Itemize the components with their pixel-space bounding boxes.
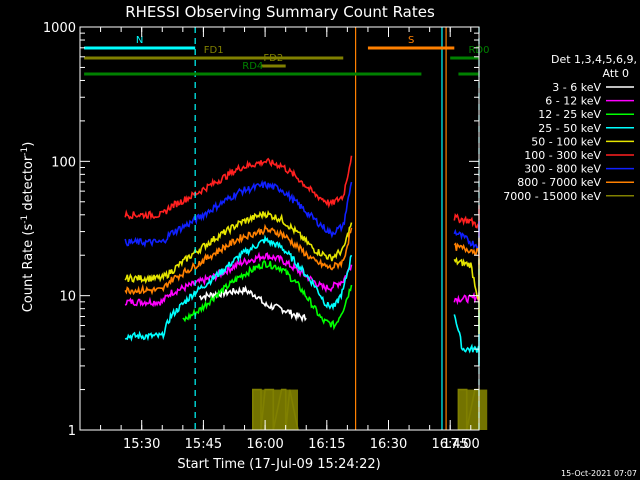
footer-date: 15-Oct-2021 07:07 — [561, 469, 637, 478]
legend-label-6: 300 - 800 keV — [524, 163, 601, 176]
chart-title: RHESSI Observing Summary Count Rates — [125, 3, 435, 21]
x-tick-label-1: 15:45 — [185, 437, 222, 452]
legend-title-line-2: Att 0 — [603, 67, 629, 80]
x-tick-label-2: 16:00 — [246, 437, 283, 452]
series-4-line-0 — [124, 209, 353, 285]
series-6-line-0 — [124, 179, 353, 249]
axes: 1 10 100 1000 15:30 15:45 16:00 16:15 16:30 16:45… — [43, 21, 480, 452]
legend-label-4: 50 - 100 keV — [531, 135, 601, 148]
flag-FD2-label: FD2 — [263, 53, 283, 64]
legend-label-0: 3 - 6 keV — [552, 81, 601, 94]
flag-RD4-label: RD4 — [242, 61, 263, 72]
y-tick-label-1: 10 — [59, 290, 76, 305]
x-tick-label-4: 16:30 — [370, 437, 407, 452]
legend-label-5: 100 - 300 keV — [524, 149, 601, 162]
legend-label-2: 12 - 25 keV — [538, 108, 601, 121]
x-tick-label-6: 17:00 — [442, 437, 479, 452]
x-tick-label-0: 15:30 — [123, 437, 160, 452]
flag-S-label: S — [408, 35, 414, 46]
y-axis-label: Count Rate (s-1 detector-1) — [20, 142, 36, 313]
series-8-line-0 — [252, 388, 299, 431]
x-axis-label: Start Time (17-Jul-09 15:24:22) — [177, 457, 380, 472]
legend-label-7: 800 - 7000 keV — [517, 176, 601, 189]
y-tick-label-3: 1000 — [43, 21, 76, 36]
flag-N-label: N — [136, 35, 143, 46]
x-tick-label-5: 16:45 — [431, 437, 468, 452]
legend-label-1: 6 - 12 keV — [545, 95, 601, 108]
series-8-block-1 — [458, 389, 488, 430]
series-7-line-0 — [124, 223, 353, 296]
x-tick-label-3: 16:15 — [308, 437, 345, 452]
y-tick-label-0: 1 — [68, 424, 76, 439]
flag-FD1-label: FD1 — [204, 45, 224, 56]
legend-title-line-1: Det 1,3,4,5,6,9, — [551, 53, 637, 66]
series-1-line-0 — [124, 251, 353, 308]
legend-label-3: 25 - 50 keV — [538, 122, 601, 135]
legend-label-8: 7000 - 15000 keV — [503, 190, 601, 203]
axes-frame — [79, 26, 480, 431]
series-2-line-0 — [182, 259, 353, 331]
y-tick-label-2: 100 — [51, 155, 76, 170]
series-3-line-0 — [124, 234, 353, 342]
series-5-line-0 — [124, 155, 353, 221]
